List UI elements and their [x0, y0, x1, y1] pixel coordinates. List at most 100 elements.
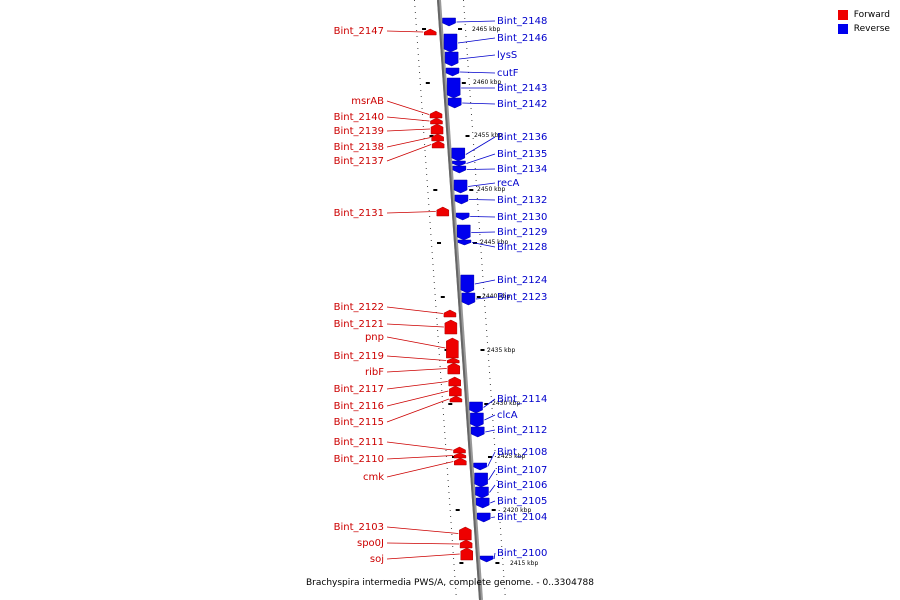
gene-label-bint-2146: Bint_2146	[497, 33, 547, 44]
track-dot	[497, 492, 499, 493]
gene-leader-bint-2132	[468, 199, 496, 201]
track-dot	[469, 90, 471, 91]
gene-feature-msrab	[429, 110, 443, 119]
track-dot	[451, 534, 453, 535]
gene-feature-bint-2108	[473, 462, 487, 471]
track-dot	[485, 324, 487, 325]
track-dot	[436, 318, 438, 319]
gene-leader-bint-2111	[386, 441, 453, 451]
gene-leader-bint-2136	[465, 136, 496, 155]
track-dot	[450, 522, 452, 523]
track-dot	[466, 48, 468, 49]
track-dot	[470, 108, 472, 109]
track-dot	[435, 306, 437, 307]
scale-tick-left	[429, 135, 434, 137]
gene-label-bint-2119: Bint_2119	[334, 351, 384, 362]
track-dot	[476, 198, 478, 199]
scale-ticks: 2465 kbp 2460 kbp 2455 kbp 2450 kbp 2445 kbp…	[422, 26, 538, 567]
track-dot	[453, 564, 455, 565]
track-dot	[496, 480, 498, 481]
track-dot	[414, 6, 416, 7]
track-dot	[414, 0, 415, 1]
gene-label-bint-2104: Bint_2104	[497, 512, 547, 523]
gene-feature-bint-2137	[431, 140, 445, 149]
gene-leader-soj	[386, 553, 460, 560]
track-dot	[494, 450, 496, 451]
gene-label-bint-2135: Bint_2135	[497, 149, 547, 160]
gene-label-bint-2138: Bint_2138	[334, 142, 384, 153]
gene-leader-ribf	[386, 368, 447, 373]
track-dot	[449, 504, 451, 505]
gene-leader-bint-2138	[386, 137, 431, 148]
scale-tick-right	[491, 509, 496, 511]
scale-tick-right	[480, 349, 485, 351]
track-dot	[502, 558, 504, 559]
gene-label-bint-2132: Bint_2132	[497, 195, 547, 206]
track-dot	[477, 210, 479, 211]
track-dot	[464, 24, 466, 25]
gene-label-cmk: cmk	[363, 472, 384, 483]
track-dot	[430, 234, 432, 235]
track-dot	[480, 252, 482, 253]
track-dot	[465, 36, 467, 37]
track-dot	[484, 312, 486, 313]
scale-label-2430-kbp: 2430 kbp	[492, 400, 520, 407]
track-dot	[499, 522, 501, 523]
track-dot	[423, 132, 425, 133]
scale-tick-right	[469, 189, 474, 191]
track-dot	[486, 336, 488, 337]
gene-leader-bint-2110	[386, 455, 453, 460]
scale-tick-left	[433, 189, 438, 191]
track-dot	[488, 366, 490, 367]
track-dot	[442, 408, 444, 409]
track-dot	[454, 576, 456, 577]
gene-label-bint-2108: Bint_2108	[497, 447, 547, 458]
gene-label-bint-2130: Bint_2130	[497, 212, 547, 223]
track-dot	[478, 222, 480, 223]
scale-tick-right	[495, 562, 500, 564]
track-dot	[415, 24, 417, 25]
gene-feature-bint-2136	[451, 147, 466, 162]
track-dot	[495, 462, 497, 463]
track-dot	[426, 180, 428, 181]
gene-feature-bint-2112	[470, 426, 485, 438]
track-dot	[473, 144, 475, 145]
track-dot	[492, 420, 494, 421]
track-dot	[424, 150, 426, 151]
track-dot	[481, 270, 483, 271]
gene-feature-soj	[460, 547, 474, 561]
track-dot	[420, 96, 422, 97]
scale-tick-left	[459, 562, 464, 564]
track-dot	[421, 102, 423, 103]
gene-feature-bint-2114	[469, 401, 483, 414]
track-dot	[471, 120, 473, 121]
track-dot	[468, 78, 470, 79]
gene-feature-bint-2135	[452, 160, 466, 167]
gene-label-bint-2117: Bint_2117	[334, 384, 384, 395]
track-dot	[501, 546, 503, 547]
gene-label-bint-2114: Bint_2114	[497, 394, 547, 405]
track-dot	[448, 492, 450, 493]
track-dot	[477, 204, 479, 205]
scale-tick-left	[455, 509, 460, 511]
gene-label-clca: clcA	[497, 410, 518, 421]
track-dot	[487, 354, 489, 355]
track-dot	[478, 228, 480, 229]
track-dot	[454, 582, 456, 583]
scale-tick-right	[461, 82, 466, 84]
track-dot	[419, 78, 421, 79]
gene-leader-bint-2105	[490, 500, 496, 504]
gene-leader-bint-2124	[474, 279, 496, 285]
gene-label-reca: recA	[497, 178, 520, 189]
gene-feature-reca	[453, 179, 468, 194]
track-dot	[466, 54, 468, 55]
track-dot	[468, 84, 470, 85]
gene-label-ribf: ribF	[365, 367, 384, 378]
gene-leader-bint-2142	[462, 102, 496, 105]
track-dot	[421, 108, 423, 109]
gene-label-pnp: pnp	[365, 332, 384, 343]
forward-swatch	[837, 10, 848, 20]
scale-tick-left	[425, 82, 430, 84]
gene-feature-bint-2124	[460, 274, 475, 294]
track-dot	[415, 18, 417, 19]
